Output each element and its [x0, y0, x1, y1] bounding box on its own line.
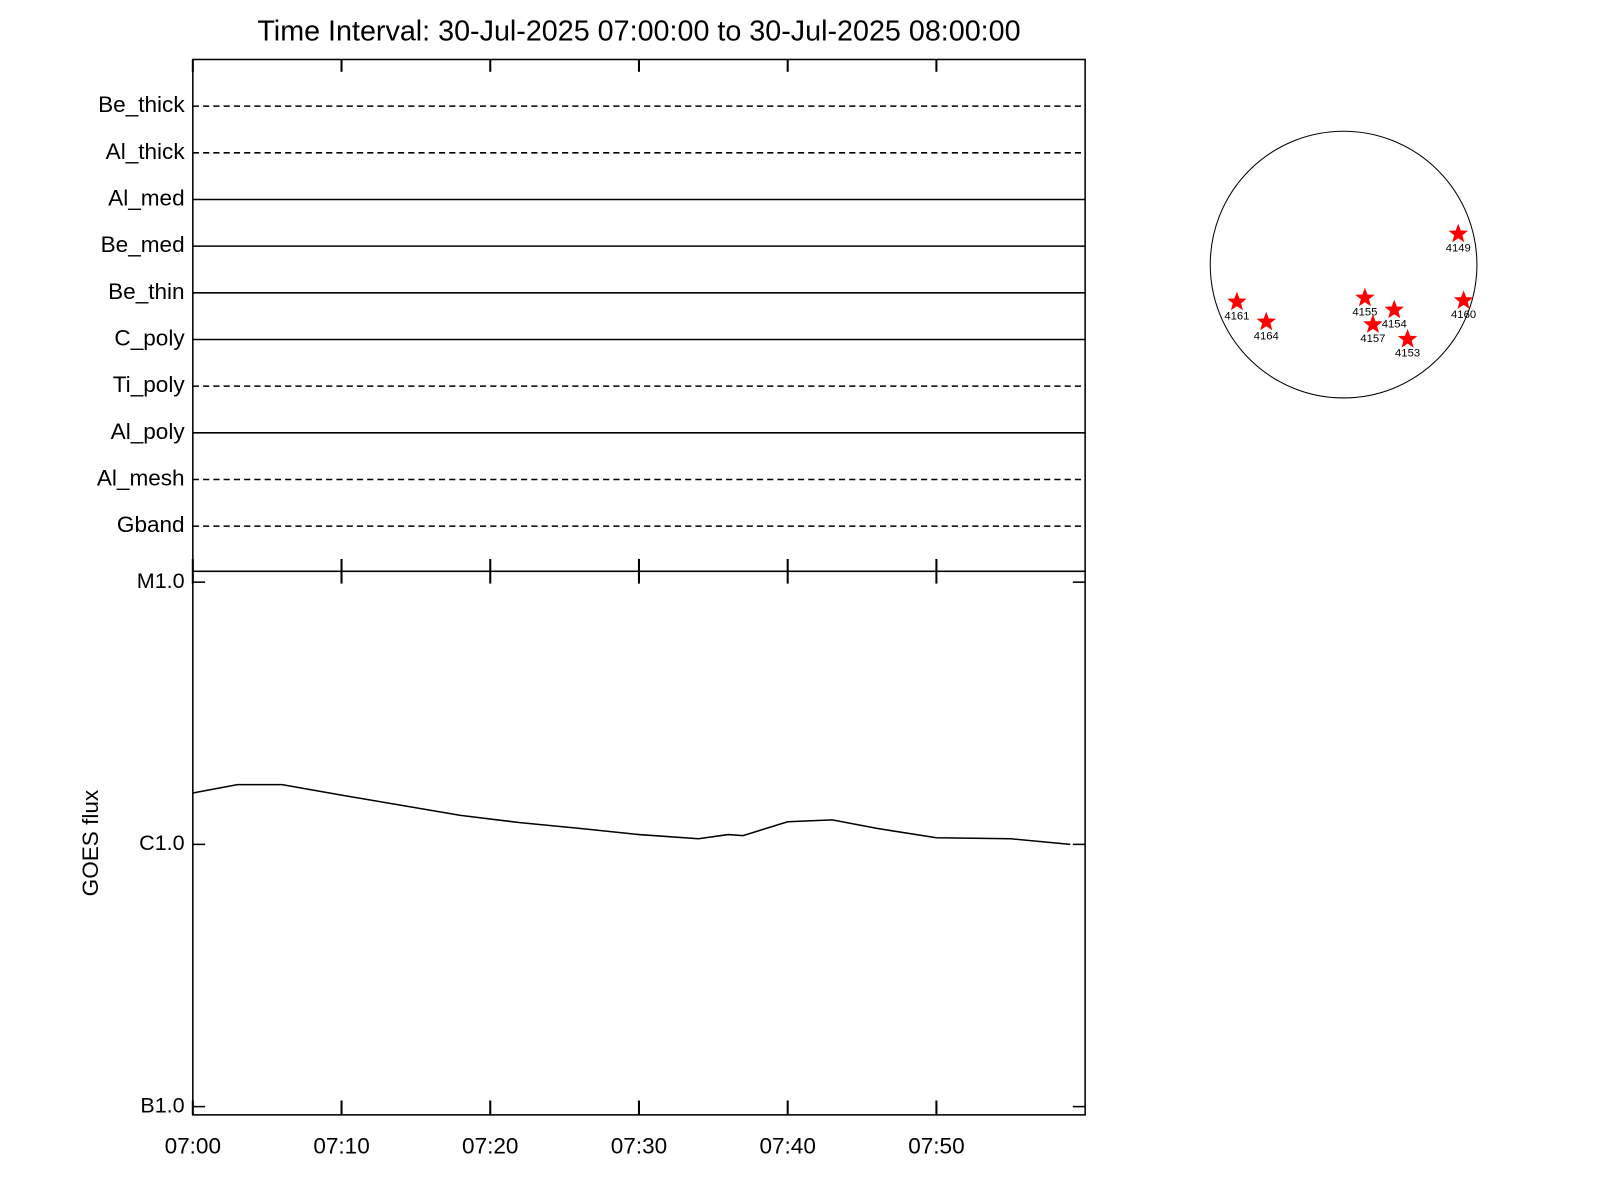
x-tick-label: 07:40: [759, 1134, 815, 1159]
region-star: [1363, 314, 1383, 333]
region-star: [1453, 290, 1474, 309]
chart-title: Time Interval: 30-Jul-2025 07:00:00 to 3…: [257, 15, 1020, 47]
region-star: [1227, 291, 1247, 311]
region-label: 4149: [1446, 242, 1471, 254]
region-label: 4153: [1395, 348, 1420, 360]
solar-disk: [1209, 130, 1478, 399]
y-tick-label: M1.0: [137, 569, 185, 593]
y-tick-label: C1.0: [139, 831, 184, 855]
x-tick-label: 07:20: [462, 1134, 518, 1159]
region-star: [1256, 311, 1276, 331]
region-star: [1397, 329, 1418, 348]
filter-label: Al_mesh: [97, 465, 185, 490]
region-label: 4160: [1451, 309, 1476, 321]
filter-label: C_poly: [114, 325, 185, 350]
region-star: [1448, 223, 1468, 243]
x-tick-label: 07:50: [908, 1134, 964, 1159]
filter-label: Be_med: [101, 232, 185, 257]
region-label: 4155: [1352, 306, 1377, 318]
x-tick-label: 07:30: [611, 1134, 667, 1159]
filter-label: Be_thick: [98, 92, 185, 117]
filter-label: Gband: [117, 512, 185, 537]
region-label: 4157: [1360, 333, 1385, 345]
x-tick-label: 07:10: [313, 1134, 369, 1159]
filter-panel: [192, 58, 1086, 573]
region-label: 4154: [1382, 318, 1407, 330]
filter-label: Al_poly: [111, 419, 186, 444]
x-tick-label: 07:00: [165, 1134, 221, 1159]
y-tick-label: B1.0: [140, 1093, 184, 1117]
region-star: [1384, 299, 1404, 319]
filter-label: Be_thin: [108, 279, 184, 304]
filter-label: Al_med: [108, 185, 184, 210]
region-star: [1355, 287, 1375, 307]
y-axis-label: GOES flux: [78, 789, 103, 896]
goes-curve: [192, 783, 1071, 846]
region-label: 4161: [1224, 310, 1249, 322]
filter-label: Ti_poly: [113, 372, 186, 397]
goes-panel: [192, 570, 1086, 1116]
filter-label: Al_thick: [106, 139, 186, 164]
region-label: 4164: [1254, 330, 1279, 342]
